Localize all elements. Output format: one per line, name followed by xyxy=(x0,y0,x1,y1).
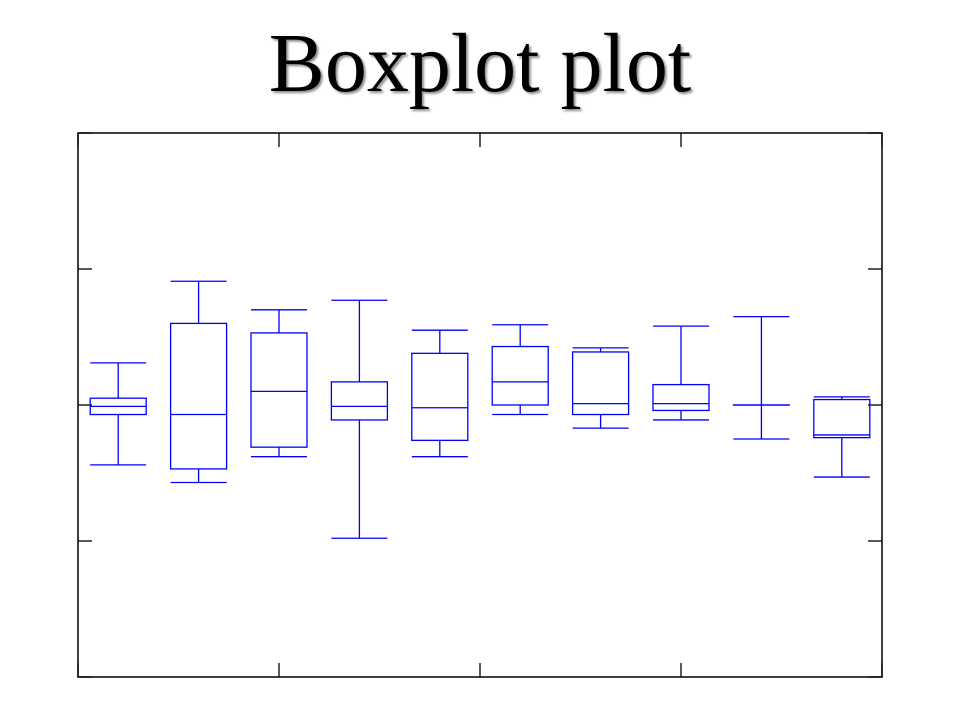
box-4 xyxy=(330,299,389,539)
box-2 xyxy=(169,280,228,484)
box-9 xyxy=(732,315,791,440)
box-7 xyxy=(571,347,630,429)
axis-ticks xyxy=(77,132,883,678)
box-body xyxy=(571,351,630,416)
box-body xyxy=(250,332,308,448)
box-5 xyxy=(411,329,469,458)
boxes-group xyxy=(89,280,871,539)
box-body xyxy=(411,352,469,442)
chart-title: Boxplot plot xyxy=(268,17,692,110)
box-1 xyxy=(89,362,147,466)
box-body xyxy=(813,398,871,439)
box-body xyxy=(169,322,228,470)
box-body xyxy=(330,381,389,421)
box-body xyxy=(491,345,549,406)
box-8 xyxy=(652,325,710,421)
box-body xyxy=(652,383,710,412)
box-6 xyxy=(491,324,549,416)
box-3 xyxy=(250,309,308,458)
box-10 xyxy=(813,396,871,478)
